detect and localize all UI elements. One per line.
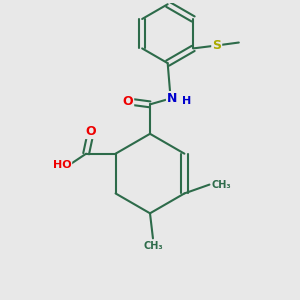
Text: HO: HO (53, 160, 71, 170)
Text: CH₃: CH₃ (212, 180, 231, 190)
Text: CH₃: CH₃ (143, 241, 163, 251)
Text: N: N (167, 92, 177, 105)
Text: H: H (182, 96, 191, 106)
Text: O: O (85, 125, 96, 138)
Text: O: O (123, 95, 133, 108)
Text: S: S (212, 39, 221, 52)
